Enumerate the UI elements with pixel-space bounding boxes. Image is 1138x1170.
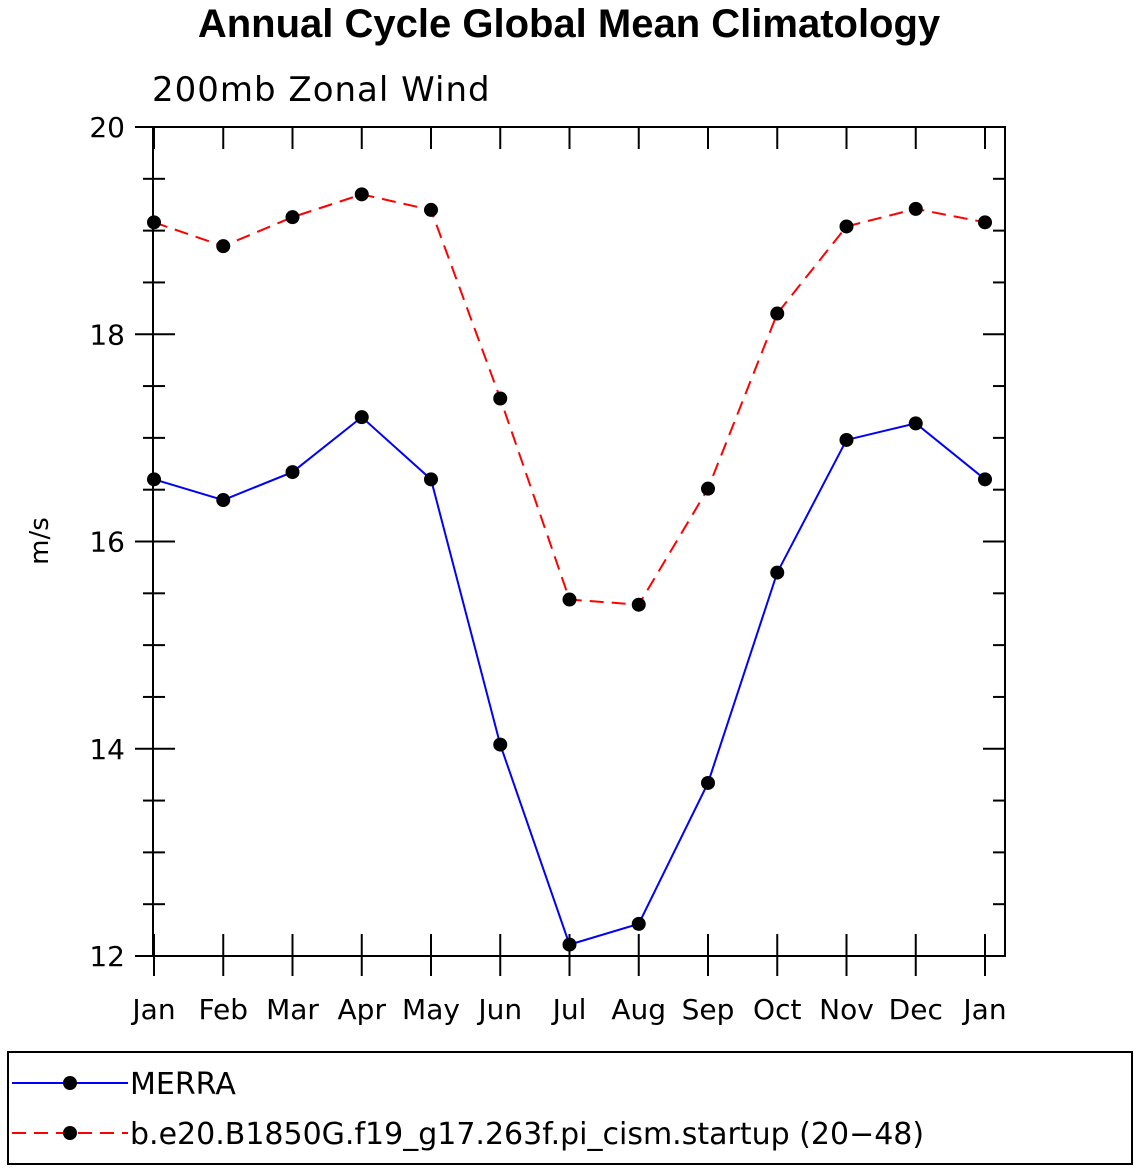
data-point — [424, 472, 438, 487]
data-point — [424, 202, 438, 217]
x-tick-labels: Jan Feb Mar Apr May Jun Jul Aug Sep Oct Nov Dec Jan — [130, 993, 1006, 1026]
data-point — [978, 215, 992, 230]
data-point — [770, 565, 785, 580]
x-tick-label: Jun — [476, 993, 522, 1026]
x-tick-label: Jan — [961, 993, 1006, 1026]
data-point — [354, 187, 369, 202]
data-point — [839, 219, 854, 234]
x-tick-label: Feb — [198, 993, 248, 1026]
x-tick-label: Jan — [130, 993, 175, 1026]
data-point — [701, 775, 715, 790]
y-tick-label: 20 — [89, 111, 125, 144]
series-line-0 — [153, 415, 986, 946]
data-point — [701, 481, 715, 496]
data-point — [839, 432, 854, 447]
data-point — [631, 597, 646, 612]
data-point — [978, 472, 992, 487]
plot-frame — [152, 126, 1006, 957]
x-tick-label: Jul — [551, 993, 587, 1026]
legend-label-merra: MERRA — [130, 1067, 236, 1102]
data-point — [631, 916, 646, 931]
data-point — [285, 465, 300, 480]
legend-label-model: b.e20.B1850G.f19_g17.263f.pi_cism.startu… — [130, 1117, 924, 1152]
x-tick-label: Mar — [266, 993, 319, 1026]
y-tick-label: 14 — [89, 733, 125, 766]
data-point — [147, 215, 161, 230]
data-point — [562, 592, 577, 607]
legend-marker-model — [63, 1126, 77, 1140]
data-point — [285, 210, 300, 225]
data-point — [562, 937, 577, 952]
y-tick-label: 12 — [89, 940, 125, 973]
data-point — [908, 201, 923, 216]
x-tick-label: Oct — [753, 993, 801, 1026]
chart-subtitle: 200mb Zonal Wind — [152, 70, 491, 110]
legend: MERRA b.e20.B1850G.f19_g17.263f.pi_cism.… — [7, 1051, 1133, 1165]
y-axis-label: m/s — [25, 517, 55, 565]
y-tick-labels: 12 14 16 18 20 — [89, 111, 125, 973]
data-point — [216, 493, 231, 508]
data-point — [147, 472, 161, 487]
x-tick-label: Sep — [682, 993, 735, 1026]
x-tick-label: Aug — [611, 993, 666, 1026]
x-tick-label: Dec — [889, 993, 943, 1026]
y-tick-label: 16 — [89, 526, 125, 559]
y-tick-label: 18 — [89, 318, 125, 351]
x-tick-label: Nov — [819, 993, 874, 1026]
axis-ticks — [135, 126, 1005, 976]
data-point — [493, 737, 508, 752]
data-point — [770, 306, 785, 321]
legend-marker-merra — [63, 1076, 77, 1090]
data-point — [493, 391, 508, 406]
chart-title: Annual Cycle Global Mean Climatology — [198, 2, 941, 46]
data-point — [354, 410, 369, 425]
x-tick-label: May — [402, 993, 460, 1026]
series-layer — [147, 187, 992, 952]
legend-box — [7, 1051, 1133, 1165]
series-line-1 — [153, 193, 986, 606]
x-tick-label: Apr — [338, 993, 387, 1026]
data-point — [908, 416, 923, 431]
data-point — [216, 239, 231, 254]
